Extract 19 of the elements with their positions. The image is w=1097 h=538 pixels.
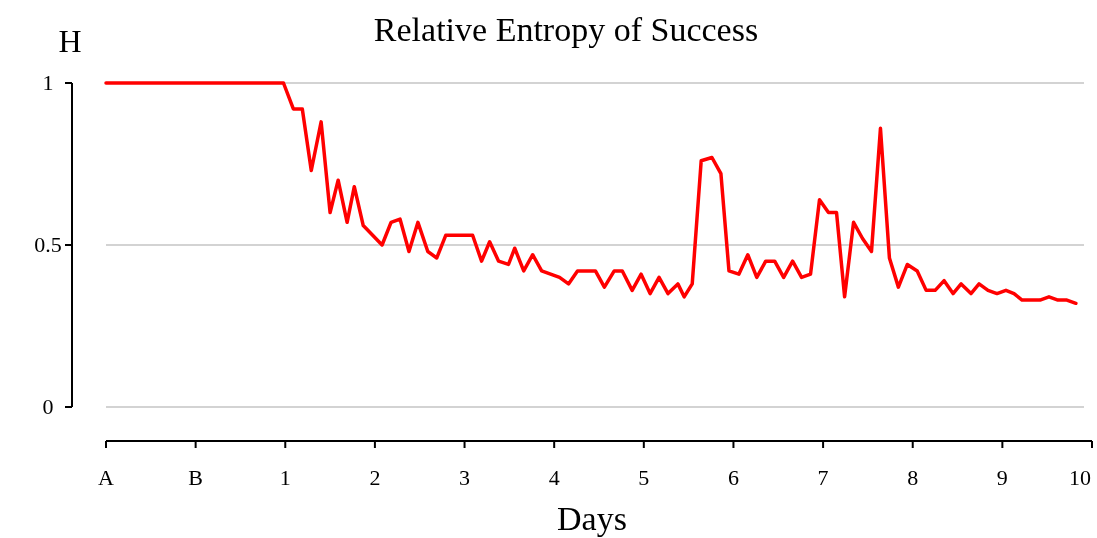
x-tick-label: 4: [548, 465, 560, 490]
x-tick-label: 7: [817, 465, 829, 490]
x-tick-label: 2: [369, 465, 381, 490]
x-tick-label: 5: [638, 465, 650, 490]
y-tick-label: 1: [42, 70, 54, 95]
y-tick-label: 0.5: [34, 232, 62, 257]
x-tick-label: 10: [1069, 465, 1091, 490]
y-axis-title: H: [58, 23, 82, 59]
x-tick-label: 3: [459, 465, 471, 490]
x-tick-label: 8: [907, 465, 919, 490]
line-series: [104, 81, 1078, 306]
x-tick-label: 1: [279, 465, 291, 490]
chart-title: Relative Entropy of Success: [373, 11, 759, 48]
x-axis-title: Days: [557, 500, 627, 537]
y-tick-label: 0: [42, 394, 54, 419]
x-tick-label: 6: [727, 465, 739, 490]
x-tick-label: 9: [996, 465, 1008, 490]
x-tick-label: B: [188, 465, 203, 490]
x-tick-label: A: [98, 465, 115, 490]
